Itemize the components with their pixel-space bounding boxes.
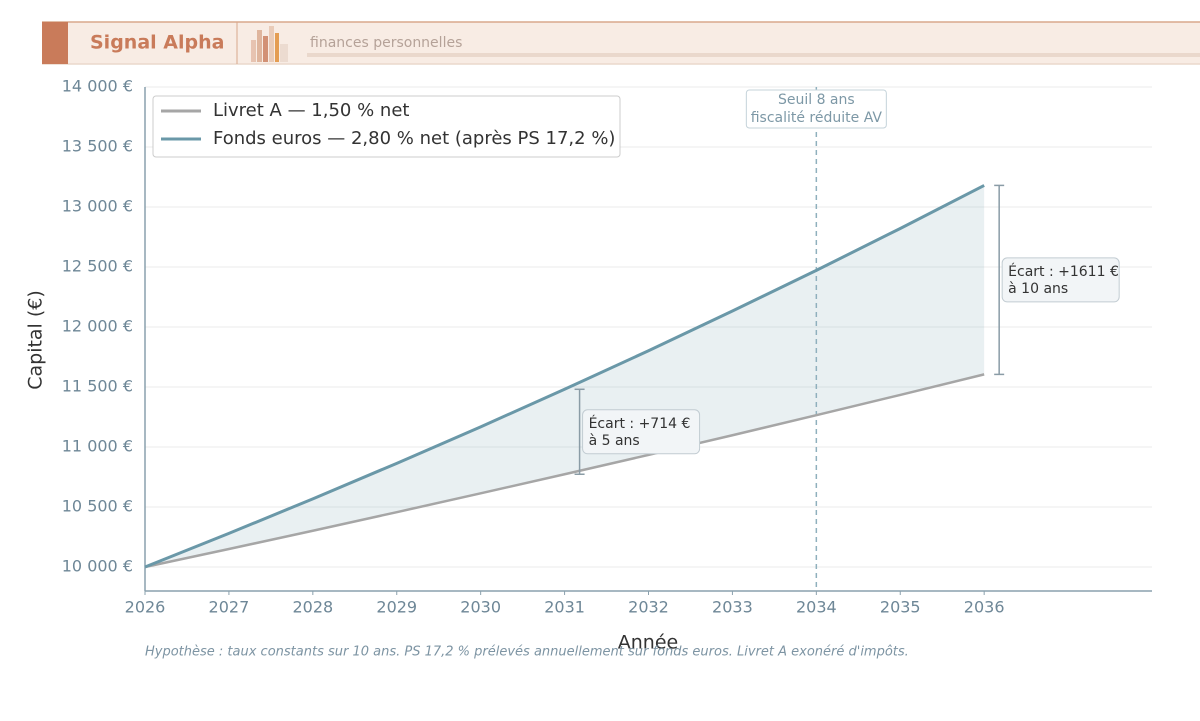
brand[interactable]: Signal Alpha <box>90 32 224 54</box>
threshold-label-box <box>745 89 887 129</box>
y-tick-label: 10 000 € <box>62 557 133 576</box>
x-tick-label: 2029 <box>376 598 417 617</box>
chart: 10 000 € 10 500 € 11 000 € 11 500 € 12 000 €… <box>25 77 1152 660</box>
y-tick-label: 12 500 € <box>62 257 133 276</box>
brand-block <box>42 22 68 64</box>
gap-area <box>145 185 985 567</box>
footnote: Hypothèse : taux constants sur 10 ans. P… <box>145 645 909 660</box>
threshold-label: fiscalité réduite AV <box>751 110 883 126</box>
series-line <box>144 184 985 569</box>
x-tick-label: 2028 <box>292 598 333 617</box>
y-tick-label: 13 000 € <box>62 197 133 216</box>
x-axis-label: Année <box>618 632 678 654</box>
tagline-underline <box>307 53 1200 57</box>
x-tick-label: 2036 <box>964 598 1005 617</box>
legend-label: Livret A — 1,50 % net <box>213 100 409 121</box>
x-tick-label: 2033 <box>712 598 753 617</box>
gap-label: Écart : +1611 € <box>1008 263 1119 280</box>
logo-icon <box>251 26 288 62</box>
gap-label-box <box>1001 257 1120 303</box>
legend-box <box>152 95 621 158</box>
x-tick-label: 2026 <box>125 598 166 617</box>
x-tick-label: 2027 <box>209 598 250 617</box>
tagline: finances personnelles <box>310 35 462 51</box>
x-tick-label: 2030 <box>460 598 501 617</box>
x-tick-label: 2032 <box>628 598 669 617</box>
y-tick-label: 13 500 € <box>62 137 133 156</box>
y-axis-label: Capital (€) <box>25 290 47 390</box>
gap-label: à 5 ans <box>589 433 640 449</box>
legend-label: Fonds euros — 2,80 % net (après PS 17,2 … <box>213 128 615 149</box>
series-line <box>144 373 985 569</box>
gap-label: Écart : +714 € <box>589 415 691 432</box>
y-tick-label: 10 500 € <box>62 497 133 516</box>
y-tick-label: 12 000 € <box>62 317 133 336</box>
y-tick-label: 11 500 € <box>62 377 133 396</box>
x-tick-label: 2035 <box>880 598 921 617</box>
y-tick-label: 11 000 € <box>62 437 133 456</box>
gap-label-box <box>582 409 701 455</box>
gap-label: à 10 ans <box>1008 281 1068 297</box>
x-tick-label: 2034 <box>796 598 837 617</box>
y-tick-label: 14 000 € <box>62 77 133 96</box>
x-tick-label: 2031 <box>544 598 585 617</box>
threshold-label: Seuil 8 ans <box>778 92 855 108</box>
